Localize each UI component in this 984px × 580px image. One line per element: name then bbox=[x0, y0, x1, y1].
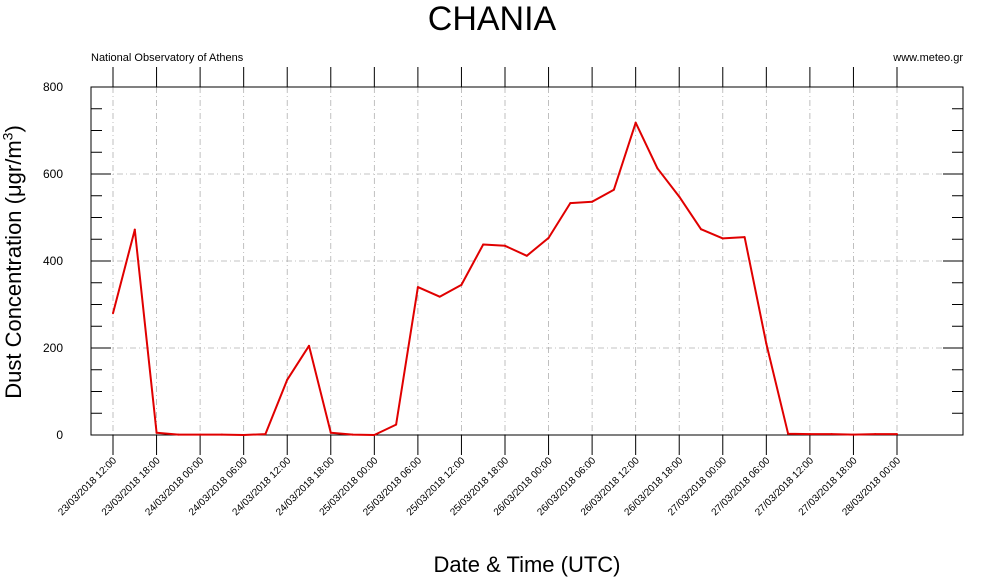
data-point bbox=[678, 195, 681, 198]
y-tick-label: 800 bbox=[43, 80, 63, 94]
y-axis-label-close: ) bbox=[1, 125, 26, 133]
data-point bbox=[351, 433, 354, 436]
y-tick-label: 400 bbox=[43, 254, 63, 268]
data-point bbox=[896, 433, 898, 436]
data-point bbox=[787, 432, 790, 435]
data-point bbox=[482, 243, 485, 246]
data-point bbox=[155, 431, 158, 434]
data-point bbox=[286, 378, 289, 381]
y-axis-label-text: Dust Concentration (μgr/m bbox=[1, 140, 26, 399]
data-point bbox=[264, 433, 267, 436]
data-point bbox=[112, 312, 114, 315]
data-point bbox=[395, 423, 398, 426]
y-axis-label: Dust Concentration (μgr/m3) bbox=[0, 125, 27, 399]
y-tick-label: 200 bbox=[43, 341, 63, 355]
plot-frame bbox=[90, 86, 964, 436]
y-tick-label: 600 bbox=[43, 167, 63, 181]
y-tick-label: 0 bbox=[56, 428, 63, 442]
data-point bbox=[133, 228, 136, 231]
data-point bbox=[177, 433, 180, 436]
data-point bbox=[765, 342, 768, 345]
data-point bbox=[460, 283, 463, 286]
data-point bbox=[808, 433, 811, 436]
data-point bbox=[373, 434, 376, 436]
data-point bbox=[656, 167, 659, 170]
data-point bbox=[547, 236, 550, 239]
data-point bbox=[743, 236, 746, 239]
website-note: www.meteo.gr bbox=[893, 52, 963, 64]
data-point bbox=[220, 433, 223, 436]
data-point bbox=[416, 286, 419, 289]
data-point bbox=[874, 433, 877, 436]
data-point bbox=[242, 434, 245, 436]
data-point bbox=[569, 202, 572, 205]
data-point bbox=[525, 254, 528, 257]
source-note: National Observatory of Athens bbox=[91, 52, 244, 64]
data-point bbox=[700, 228, 702, 231]
data-point bbox=[591, 200, 594, 203]
data-point bbox=[830, 433, 833, 436]
data-point bbox=[199, 433, 202, 436]
data-point bbox=[504, 244, 506, 247]
y-axis-label-exponent: 3 bbox=[0, 132, 16, 141]
data-point bbox=[308, 344, 310, 347]
data-point bbox=[721, 237, 724, 240]
data-point bbox=[438, 295, 441, 298]
data-point bbox=[329, 431, 332, 434]
x-axis-label: Date & Time (UTC) bbox=[433, 552, 621, 577]
chart-title: CHANIA bbox=[427, 0, 557, 38]
data-point bbox=[852, 433, 855, 436]
data-point bbox=[612, 188, 615, 191]
data-point bbox=[634, 121, 637, 124]
